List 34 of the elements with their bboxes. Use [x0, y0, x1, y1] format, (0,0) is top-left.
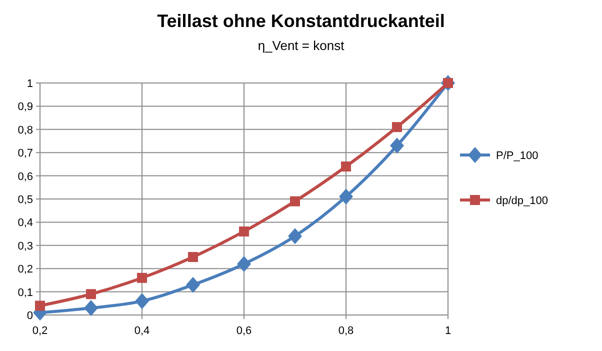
y-tick-label: 0 — [26, 310, 33, 322]
point — [290, 196, 300, 206]
point — [341, 162, 351, 172]
y-tick-label: 0,2 — [18, 264, 33, 276]
point — [137, 272, 147, 283]
point — [86, 289, 96, 300]
y-tick-label: 1 — [26, 78, 33, 90]
y-tick-label: 0,6 — [18, 170, 33, 183]
point — [188, 252, 198, 262]
point — [135, 293, 149, 310]
chart-title: Teillast ohne Konstantdruckanteil — [157, 11, 445, 31]
x-tick-label: 0,6 — [236, 325, 252, 337]
point — [35, 300, 45, 311]
y-tick-label: 0,5 — [18, 194, 33, 206]
y-tick-label: 0,7 — [18, 148, 33, 160]
y-tick-label: 0,4 — [18, 217, 33, 230]
legend-label: P/P_100 — [496, 150, 538, 162]
point — [390, 138, 404, 154]
y-tick-label: 0,3 — [18, 240, 33, 252]
y-tick-label: 0,1 — [18, 286, 33, 299]
x-tick-label: 1 — [444, 325, 452, 337]
x-tick-label: 0,8 — [338, 325, 354, 337]
y-tick-label: 0,9 — [18, 101, 33, 114]
point — [237, 256, 251, 272]
point — [239, 226, 249, 236]
point — [186, 276, 200, 293]
y-tick-label: 0,8 — [18, 124, 33, 136]
chart-subtitle: η_Vent = konst — [258, 38, 345, 53]
point — [288, 228, 302, 244]
point — [392, 122, 402, 132]
legend-label: dp/dp_100 — [496, 195, 548, 207]
point — [84, 300, 98, 316]
x-tick-label: 0,4 — [134, 325, 150, 337]
point — [339, 188, 353, 205]
